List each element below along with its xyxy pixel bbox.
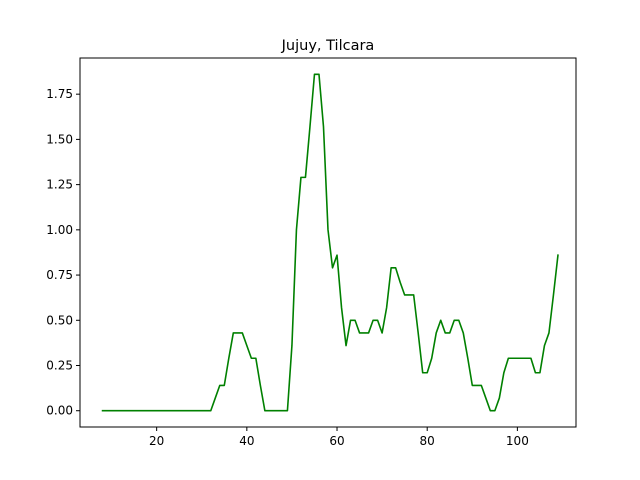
axes-frame <box>79 57 577 428</box>
series-line-0 <box>101 73 559 412</box>
y-tick-label: 1.50 <box>46 132 73 146</box>
y-tick-label: 0.00 <box>46 404 73 418</box>
x-axis: 20 40 60 80 100 <box>149 427 529 448</box>
plot-area: 20 40 60 80 100 0.00 0.25 0.50 0.75 1.00 1.25 1.50… <box>46 57 577 448</box>
y-tick-label: 1.00 <box>46 223 73 237</box>
y-tick-label: 1.75 <box>46 87 73 101</box>
chart-title: Jujuy, Tilcara <box>281 38 375 54</box>
series-layer <box>101 73 559 412</box>
y-tick-label: 1.25 <box>46 178 73 192</box>
y-tick-label: 0.25 <box>46 359 73 373</box>
y-tick-label: 0.75 <box>46 268 73 282</box>
x-tick-label: 100 <box>506 434 529 448</box>
x-tick-label: 80 <box>420 434 435 448</box>
y-tick-label: 0.50 <box>46 313 73 327</box>
y-axis: 0.00 0.25 0.50 0.75 1.00 1.25 1.50 1.75 <box>46 87 80 418</box>
x-tick-label: 60 <box>329 434 344 448</box>
x-tick-label: 40 <box>239 434 254 448</box>
x-tick-label: 20 <box>149 434 164 448</box>
